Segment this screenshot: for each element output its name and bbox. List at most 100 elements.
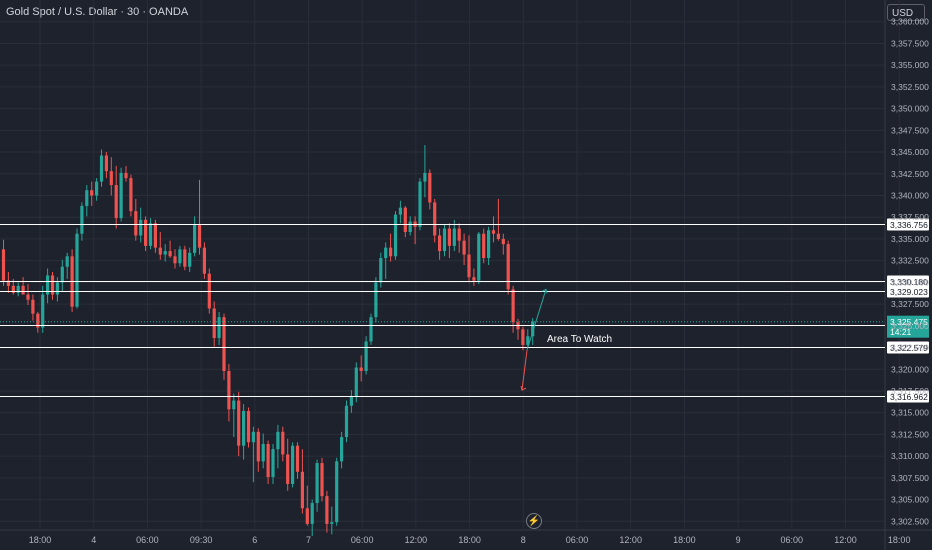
candle bbox=[31, 294, 35, 321]
candle bbox=[178, 245, 182, 267]
candle-body bbox=[55, 282, 59, 295]
candle bbox=[193, 216, 197, 257]
time-tick-label: 06:00 bbox=[136, 535, 159, 545]
candle-body bbox=[163, 251, 167, 255]
candle-body bbox=[467, 254, 471, 278]
time-tick-label: 06:00 bbox=[566, 535, 589, 545]
level-tag-label: 3,316.962 bbox=[890, 392, 928, 402]
candle-body bbox=[477, 233, 481, 281]
candle-body bbox=[104, 155, 108, 172]
candle bbox=[506, 240, 510, 295]
currency-button[interactable]: USD bbox=[887, 4, 925, 21]
candle-body bbox=[442, 228, 447, 252]
candle-body bbox=[134, 211, 138, 236]
arrow-up-head bbox=[541, 288, 548, 294]
candle bbox=[315, 459, 319, 512]
candle bbox=[173, 249, 177, 269]
candle-body bbox=[384, 247, 388, 259]
candle-body bbox=[423, 172, 427, 182]
level-tag-label: 3,330.180 bbox=[890, 277, 928, 287]
arrow-down-head bbox=[520, 385, 527, 391]
candle bbox=[70, 249, 74, 312]
candle-body bbox=[511, 289, 515, 323]
candle bbox=[75, 228, 79, 309]
candle bbox=[496, 198, 500, 241]
countdown-label: 14:21 bbox=[890, 327, 912, 337]
candle-body bbox=[202, 247, 206, 274]
level-tag-bg bbox=[887, 285, 929, 298]
candle-body bbox=[60, 266, 64, 283]
candle-body bbox=[526, 336, 530, 345]
candle-body bbox=[46, 275, 50, 295]
candle-body bbox=[114, 185, 118, 219]
time-tick-label: 06:00 bbox=[351, 535, 374, 545]
candle bbox=[85, 185, 89, 217]
time-tick-label: 7 bbox=[306, 535, 311, 545]
candle bbox=[36, 311, 40, 333]
candle bbox=[158, 231, 162, 260]
candle bbox=[55, 277, 59, 302]
candle bbox=[423, 145, 427, 198]
candle-body bbox=[124, 172, 128, 179]
price-tick-label: 3,335.000 bbox=[891, 234, 929, 244]
time-tick-label: 9 bbox=[736, 535, 741, 545]
candle bbox=[276, 424, 280, 469]
candle-body bbox=[148, 223, 153, 246]
price-tick-label: 3,315.000 bbox=[891, 408, 929, 418]
candle-body bbox=[281, 431, 285, 455]
candle bbox=[433, 198, 437, 243]
candle-body bbox=[246, 410, 251, 443]
candle-body bbox=[41, 294, 45, 328]
candle bbox=[369, 313, 373, 345]
candle-body bbox=[119, 172, 123, 219]
time-axis[interactable]: 18:00 4 06:00 09:30 6 7 06:00 12:00 18:00 8 06:00 1… bbox=[29, 535, 911, 545]
candle-body bbox=[31, 299, 35, 314]
candle bbox=[41, 285, 45, 333]
price-tick-label: 3,337.500 bbox=[891, 212, 929, 222]
candle bbox=[6, 271, 10, 293]
candle bbox=[354, 362, 358, 403]
candle-body bbox=[418, 181, 422, 227]
candle bbox=[491, 216, 496, 243]
candle bbox=[144, 216, 148, 252]
candle-body bbox=[109, 171, 113, 186]
level-price-tag: 3,329.023 bbox=[887, 285, 929, 298]
candle-body bbox=[521, 329, 525, 345]
candle bbox=[26, 284, 30, 305]
price-tick-label: 3,312.500 bbox=[891, 429, 929, 439]
candle-body bbox=[462, 240, 466, 255]
candle bbox=[408, 216, 412, 236]
level-price-tag: 3,316.962 bbox=[887, 390, 929, 403]
price-tick-label: 3,345.000 bbox=[891, 147, 929, 157]
arrow-down-line bbox=[521, 350, 528, 391]
lightning-icon[interactable]: ⚡ bbox=[526, 513, 542, 529]
level-tag-bg bbox=[887, 341, 929, 354]
level-price-tag: 3,336.756 bbox=[887, 218, 929, 231]
level-tag-label: 3,336.756 bbox=[890, 220, 928, 230]
candle bbox=[153, 219, 157, 253]
candle bbox=[168, 240, 172, 259]
candle bbox=[344, 400, 349, 443]
price-tick-label: 3,357.500 bbox=[891, 38, 929, 48]
candle bbox=[242, 404, 246, 460]
candle-body bbox=[344, 405, 349, 438]
price-axis[interactable]: 3,360.000 3,357.500 3,355.000 3,352.500 3,35… bbox=[891, 17, 929, 527]
price-tick-label: 3,347.500 bbox=[891, 125, 929, 135]
support-resistance-lines[interactable]: 3,336.7563,330.1803,329.0233,325.1403,32… bbox=[0, 218, 929, 403]
candle-body bbox=[6, 280, 10, 286]
candle bbox=[452, 219, 456, 252]
candle bbox=[335, 457, 339, 526]
candle-body bbox=[90, 190, 94, 196]
price-tick-label: 3,307.500 bbox=[891, 473, 929, 483]
candle bbox=[119, 167, 123, 222]
candle-body bbox=[188, 252, 192, 267]
projection-up-arrow bbox=[526, 288, 548, 351]
time-tick-label: 18:00 bbox=[888, 535, 911, 545]
candle-body bbox=[487, 230, 491, 259]
projection-down-arrow bbox=[520, 350, 528, 391]
candle bbox=[403, 205, 407, 238]
candle bbox=[183, 245, 187, 271]
candle-body bbox=[232, 400, 236, 410]
